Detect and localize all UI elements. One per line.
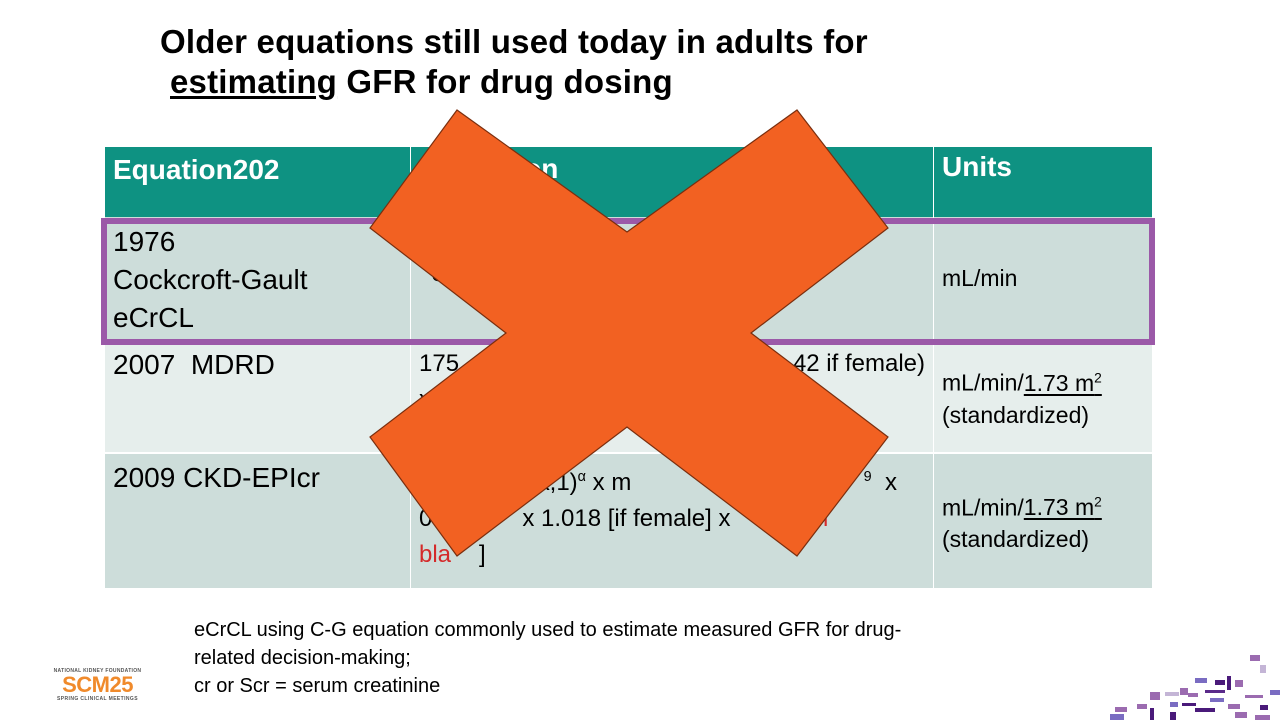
logo-mark: SCM25 <box>50 674 145 696</box>
table-header-row: Equation202 tion Units <box>105 147 1152 217</box>
units-underlined: 1.73 m2 <box>1024 370 1102 396</box>
row-ckd-epi-equation: cr/κ,1)α x m 9 x 0 x 1.018 [if female] x… <box>411 454 934 588</box>
name-line: eCrCL <box>113 302 194 333</box>
eq-text: x m <box>586 469 632 496</box>
footnote-line: eCrCL using C-G equation commonly used t… <box>194 619 902 641</box>
header-equation-name: Equation202 <box>105 147 411 217</box>
header-units: Units <box>942 151 1012 182</box>
title-line-2: estimating GFR for drug dosing <box>160 62 868 102</box>
footnote-line: related decision-making; <box>194 647 411 669</box>
eq-start: 175 <box>419 350 460 377</box>
logo-mark-text: SCM <box>62 672 110 697</box>
equation-line: bla] <box>419 537 925 573</box>
eq-text: x <box>871 469 897 496</box>
units-line: mL/min/1.73 m2 <box>942 487 1144 524</box>
eq-text: 0 <box>419 505 433 532</box>
units-line: mL/min/1.73 m2 <box>942 362 1144 399</box>
row-mdrd-equation: 175 42 if female) x <box>411 341 934 452</box>
equation-line: 0 x 1.018 [if female] x if <box>419 501 925 537</box>
footnote: eCrCL using C-G equation commonly used t… <box>194 616 1074 700</box>
table-row: 2009 CKD-EPIcr cr/κ,1)α x m 9 x 0 x 1.01… <box>105 454 1152 588</box>
row-ckd-epi-units: mL/min/1.73 m2 (standardized) <box>934 454 1152 588</box>
logo-year: 25 <box>109 672 133 697</box>
footnote-line: cr or Scr = serum creatinine <box>194 675 441 697</box>
eq-red-text: bla <box>419 541 452 568</box>
equations-table: Equation202 tion Units 1976 Cockcroft-Ga… <box>105 147 1152 588</box>
row-mdrd-units: mL/min/1.73 m2 (standardized) <box>934 341 1152 452</box>
units-value: 1.73 m <box>1023 494 1095 521</box>
units-sup: 2 <box>1094 370 1102 386</box>
eq-part: 9 x <box>864 459 925 501</box>
title-underlined-word: estimating <box>170 63 338 100</box>
eq-sup: 9 <box>863 469 872 485</box>
units-prefix: mL/min/ <box>942 369 1024 396</box>
units-line-2: (standardized) <box>942 526 1090 553</box>
row-cockcroft-gault-name: 1976 Cockcroft-Gault eCrCL <box>105 217 411 339</box>
name-line: Cockcroft-Gault <box>113 264 308 295</box>
slide-title: Older equations still used today in adul… <box>160 22 868 102</box>
title-line-1: Older equations still used today in adul… <box>160 23 868 60</box>
eq-text: ] <box>479 541 486 568</box>
header-equation: tion <box>411 147 934 217</box>
eq-red-text: if <box>810 505 830 532</box>
row-ckd-epi-name: 2009 CKD-EPIcr <box>105 454 411 588</box>
equation-line: cr/κ,1)α x m 9 x <box>419 459 925 501</box>
row-cockcroft-gault-units: mL/min <box>942 265 1018 291</box>
eq-end: 42 if female) <box>792 350 925 377</box>
equation-fragment: c <box>431 256 445 287</box>
eq-part: cr/κ,1)α x m <box>419 459 631 501</box>
eq-text: cr/κ,1) <box>511 469 578 496</box>
title-line-2-rest: GFR for drug dosing <box>337 63 673 100</box>
row-cockcroft-gault-equation: c <box>411 217 934 339</box>
eq-sup: α <box>577 469 586 485</box>
units-prefix: mL/min/ <box>942 494 1024 521</box>
logo-org: NATIONAL KIDNEY FOUNDATION <box>53 668 142 674</box>
table-row: 2007 MDRD 175 42 if female) x mL/min/1.73… <box>105 341 1152 454</box>
units-underlined: 1.73 m2 <box>1024 494 1102 520</box>
row-mdrd-name: 2007 MDRD <box>105 341 411 452</box>
units-line-2: (standardized) <box>942 401 1090 428</box>
table-row: 1976 Cockcroft-Gault eCrCL c mL/min <box>105 217 1152 341</box>
units-sup: 2 <box>1094 494 1102 510</box>
scm25-logo: NATIONAL KIDNEY FOUNDATION SCM25 SPRING … <box>50 668 145 702</box>
logo-subtitle: SPRING CLINICAL MEETINGS <box>57 696 138 702</box>
equation-line: x <box>419 386 431 413</box>
decorative-pattern-icon <box>1110 655 1280 720</box>
eq-text: x 1.018 [if female] x <box>522 505 731 532</box>
name-line: 1976 <box>113 226 176 257</box>
equation-line: 175 42 if female) <box>419 346 925 382</box>
units-value: 1.73 m <box>1023 369 1095 396</box>
header-equation-fragment: tion <box>507 153 559 184</box>
